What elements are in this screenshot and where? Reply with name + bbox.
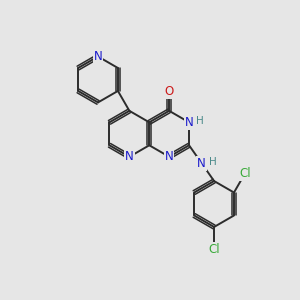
- Text: Cl: Cl: [239, 167, 251, 180]
- Text: N: N: [165, 150, 173, 163]
- Text: O: O: [164, 85, 174, 98]
- Text: H: H: [209, 157, 217, 167]
- Text: Cl: Cl: [208, 243, 220, 256]
- Text: N: N: [94, 50, 102, 63]
- Text: N: N: [197, 157, 206, 170]
- Text: N: N: [185, 116, 194, 129]
- Text: N: N: [125, 150, 134, 163]
- Text: H: H: [196, 116, 204, 126]
